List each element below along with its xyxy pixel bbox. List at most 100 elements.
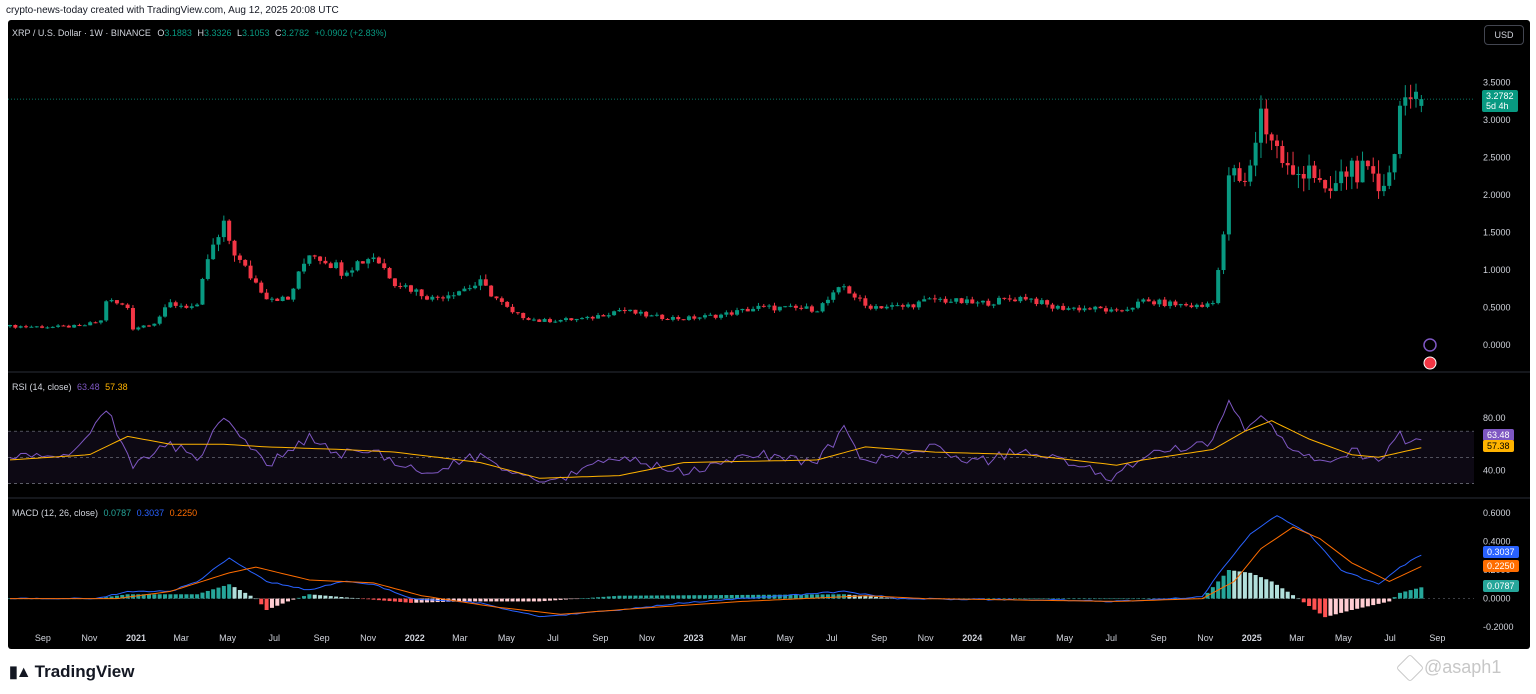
- candle-body: [708, 314, 713, 316]
- candle-body: [1071, 307, 1076, 309]
- x-tick-label: 2023: [684, 633, 704, 643]
- macd-histogram-bar: [195, 594, 200, 599]
- candle-body: [959, 298, 964, 304]
- macd-histogram-bar: [205, 590, 210, 599]
- rsi-legend[interactable]: RSI (14, close) 63.48 57.38: [12, 382, 128, 392]
- macd-histogram-bar: [1050, 598, 1055, 600]
- candle-body: [836, 287, 841, 293]
- currency-button[interactable]: USD: [1484, 25, 1524, 45]
- x-tick-label: May: [219, 633, 237, 643]
- candle-body: [1210, 303, 1215, 305]
- candle-body: [649, 315, 654, 317]
- x-tick-label: Nov: [639, 633, 656, 643]
- macd-histogram-bar: [606, 596, 611, 599]
- attribution-bar: crypto-news-today created with TradingVi…: [0, 0, 1536, 20]
- candle-body: [414, 289, 419, 292]
- macd-histogram-bar: [531, 598, 536, 602]
- macd-histogram-bar: [1082, 598, 1087, 600]
- x-tick-label: Mar: [452, 633, 468, 643]
- footer: [0, 649, 1536, 694]
- y-tick-label: 2.0000: [1483, 190, 1511, 200]
- candle-body: [382, 263, 387, 269]
- macd-histogram-bar: [1344, 598, 1349, 612]
- candle-body: [280, 296, 285, 302]
- chart-canvas[interactable]: 3.5000 3.0000 2.5000 2.0000 1.5000 1.0000 0.50…: [8, 20, 1530, 649]
- macd-histogram-bar: [360, 598, 365, 600]
- candle-body: [1029, 298, 1034, 300]
- y-tick-label: 0.6000: [1483, 508, 1511, 518]
- candle-body: [1275, 140, 1279, 147]
- candle-body: [1258, 108, 1263, 143]
- candle-body: [216, 237, 221, 245]
- candle-body: [563, 318, 568, 321]
- macd-histogram-bar: [574, 598, 579, 600]
- macd-histogram-bar: [1323, 598, 1328, 618]
- macd-histogram-bar: [1136, 598, 1141, 600]
- macd-histogram-bar: [1002, 598, 1007, 600]
- candle-body: [264, 292, 269, 300]
- macd-histogram-bar: [478, 598, 483, 602]
- candle-body: [451, 295, 456, 297]
- candle-body: [1013, 299, 1018, 302]
- macd-histogram-bar: [986, 598, 991, 600]
- macd-histogram-bar: [1381, 598, 1386, 603]
- macd-histogram-bar: [1103, 598, 1108, 600]
- macd-histogram-bar: [1285, 591, 1290, 599]
- candle-body: [130, 307, 135, 330]
- tradingview-logo[interactable]: ▮▲ TradingView: [9, 662, 134, 682]
- candle-body: [157, 316, 162, 324]
- macd-histogram-bar: [1296, 598, 1301, 600]
- macd-histogram-bar: [1093, 598, 1098, 600]
- symbol-title: XRP / U.S. Dollar · 1W · BINANCE: [12, 28, 151, 38]
- rsi-line: [9, 399, 1422, 483]
- macd-histogram-bar: [1387, 598, 1392, 602]
- macd-histogram-bar: [1173, 598, 1178, 600]
- chart-frame[interactable]: 3.5000 3.0000 2.5000 2.0000 1.5000 1.0000 0.50…: [8, 20, 1530, 649]
- candle-body: [82, 325, 87, 327]
- candle-body: [457, 291, 462, 296]
- macd-histogram-bar: [1013, 598, 1018, 600]
- macd-histogram-bar: [1371, 598, 1376, 606]
- macd-histogram-bar: [312, 594, 317, 599]
- x-tick-label: Sep: [1429, 633, 1445, 643]
- macd-histogram-bar: [665, 595, 670, 599]
- candle-body: [1002, 297, 1007, 299]
- candle-body: [964, 299, 969, 304]
- candle-body: [168, 302, 173, 308]
- attribution-text: crypto-news-today created with TradingVi…: [6, 5, 339, 16]
- macd-histogram-bar: [809, 594, 814, 599]
- candle-body: [531, 319, 536, 321]
- macd-histogram-bar: [291, 598, 296, 600]
- candle-body: [441, 297, 446, 299]
- candle-body: [980, 300, 985, 303]
- macd-histogram-bar: [596, 597, 601, 599]
- macd-histogram-bar: [890, 598, 895, 599]
- candle-body: [1061, 305, 1066, 310]
- candle-body: [1328, 188, 1333, 191]
- candle-body: [879, 306, 884, 309]
- macd-histogram-bar: [729, 595, 734, 599]
- macd-legend[interactable]: MACD (12, 26, close) 0.0787 0.3037 0.225…: [12, 508, 197, 518]
- macd-histogram-bar: [1264, 579, 1269, 599]
- macd-histogram-bar: [767, 594, 772, 599]
- candle-body: [109, 300, 114, 302]
- macd-histogram-bar: [692, 595, 697, 599]
- macd-histogram-bar: [136, 594, 141, 599]
- candle-body: [189, 306, 194, 308]
- candle-body: [227, 220, 232, 241]
- macd-histogram-bar: [1360, 598, 1365, 608]
- candle-body: [895, 305, 900, 307]
- candle-body: [1301, 173, 1306, 179]
- candle-body: [1184, 304, 1189, 306]
- candle-body: [863, 298, 868, 306]
- y-tick-label: 2.5000: [1483, 153, 1511, 163]
- candle-body: [841, 286, 846, 288]
- macd-histogram-bar: [1045, 598, 1050, 600]
- x-tick-label: Sep: [314, 633, 330, 643]
- macd-histogram-bar: [510, 598, 515, 602]
- candle-body: [777, 306, 782, 311]
- macd-histogram-bar: [355, 598, 360, 599]
- macd-histogram-bar: [237, 590, 242, 599]
- candle-body: [1007, 298, 1012, 300]
- candle-body: [376, 257, 381, 264]
